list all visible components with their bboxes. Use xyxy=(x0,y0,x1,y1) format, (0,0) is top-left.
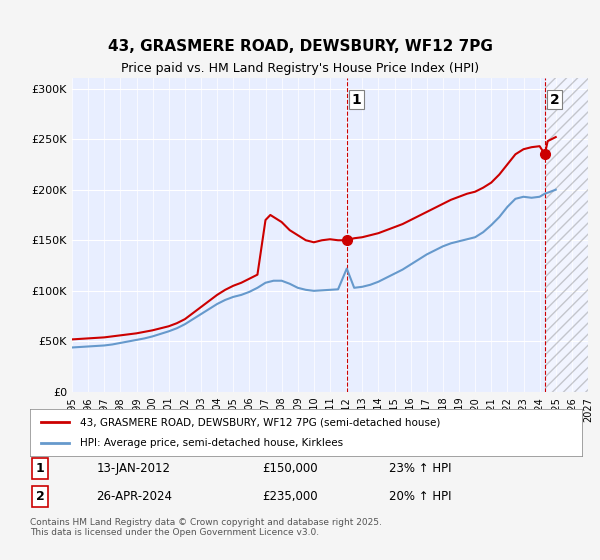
Text: 1: 1 xyxy=(35,462,44,475)
Text: Price paid vs. HM Land Registry's House Price Index (HPI): Price paid vs. HM Land Registry's House … xyxy=(121,62,479,74)
Text: 43, GRASMERE ROAD, DEWSBURY, WF12 7PG: 43, GRASMERE ROAD, DEWSBURY, WF12 7PG xyxy=(107,39,493,54)
Text: 23% ↑ HPI: 23% ↑ HPI xyxy=(389,462,451,475)
Bar xyxy=(545,78,588,392)
Text: Contains HM Land Registry data © Crown copyright and database right 2025.
This d: Contains HM Land Registry data © Crown c… xyxy=(30,518,382,538)
Text: £150,000: £150,000 xyxy=(262,462,317,475)
Text: 26-APR-2024: 26-APR-2024 xyxy=(96,490,172,503)
Text: 2: 2 xyxy=(550,93,559,107)
Text: 1: 1 xyxy=(352,93,361,107)
Text: 13-JAN-2012: 13-JAN-2012 xyxy=(96,462,170,475)
Text: 43, GRASMERE ROAD, DEWSBURY, WF12 7PG (semi-detached house): 43, GRASMERE ROAD, DEWSBURY, WF12 7PG (s… xyxy=(80,417,440,427)
Text: 20% ↑ HPI: 20% ↑ HPI xyxy=(389,490,451,503)
Text: £235,000: £235,000 xyxy=(262,490,317,503)
Text: 2: 2 xyxy=(35,490,44,503)
Text: HPI: Average price, semi-detached house, Kirklees: HPI: Average price, semi-detached house,… xyxy=(80,438,343,448)
